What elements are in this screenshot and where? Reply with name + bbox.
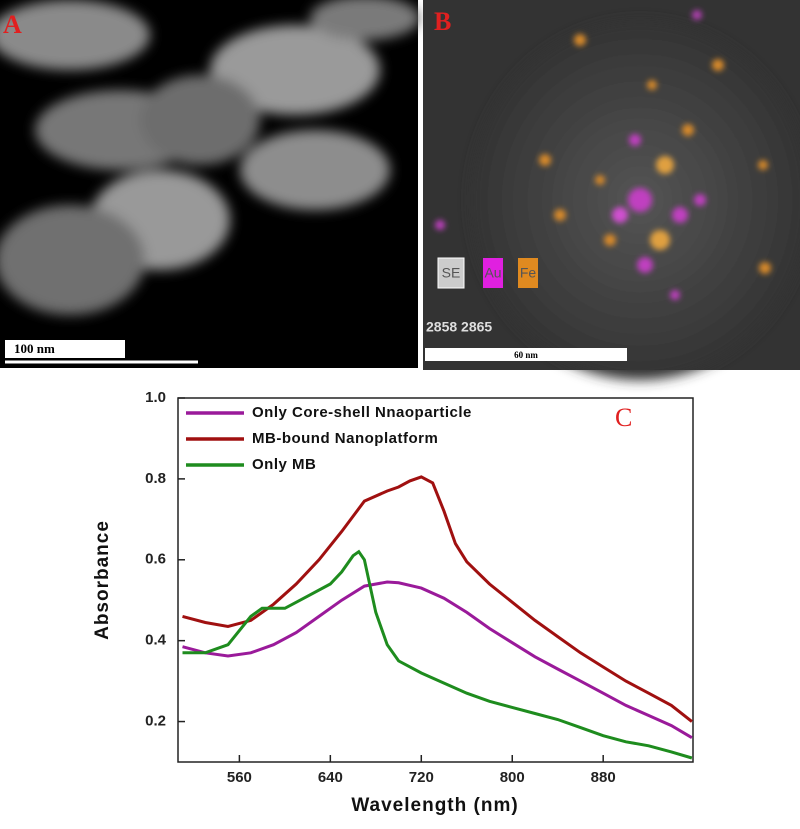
- legend-label: Only MB: [252, 456, 316, 473]
- x-tick-label: 880: [591, 769, 616, 786]
- y-tick-label: 0.6: [145, 551, 166, 568]
- x-axis-label: Wavelength (nm): [351, 795, 518, 816]
- panel-label: B: [434, 7, 451, 36]
- series-line: [182, 549, 693, 760]
- element-label: Au: [484, 265, 501, 281]
- panel-a: A 100 nm: [0, 0, 420, 368]
- legend-label: Only Core-shell Nnaoparticle: [252, 404, 472, 421]
- scale-bar-label: 60 nm: [514, 350, 538, 360]
- element-label: Fe: [520, 265, 537, 281]
- panel-b: B SE Au Fe 2858 2865 60 nm: [423, 0, 800, 380]
- x-tick-label: 720: [409, 769, 434, 786]
- y-tick-label: 0.8: [145, 470, 166, 487]
- element-label: SE: [442, 265, 461, 281]
- chart-c: C Wavelength (nm) Absorbance 1.0 0.8 0.6 0.…: [92, 389, 694, 816]
- element-swatch: [483, 258, 503, 288]
- plot-frame: [177, 397, 694, 763]
- series-line: [182, 475, 693, 723]
- y-tick-label: 1.0: [145, 389, 166, 406]
- x-tick-label: 800: [500, 769, 525, 786]
- frame-text: 2858 2865: [426, 319, 492, 335]
- y-axis-label: Absorbance: [92, 520, 113, 640]
- scale-bar-label: 100 nm: [14, 341, 55, 356]
- y-tick-label: 0.4: [145, 632, 167, 649]
- legend-label: MB-bound Nanoplatform: [252, 430, 438, 447]
- panel-label: A: [3, 10, 22, 39]
- y-tick-label: 0.2: [145, 713, 166, 730]
- element-swatch: [518, 258, 538, 288]
- element-swatch: [437, 257, 465, 289]
- panel-label: C: [615, 403, 632, 432]
- scale-bar-box: [5, 340, 125, 358]
- series-line: [182, 580, 693, 739]
- scale-bar-box: [425, 348, 627, 361]
- x-tick-label: 640: [318, 769, 343, 786]
- x-tick-label: 560: [227, 769, 252, 786]
